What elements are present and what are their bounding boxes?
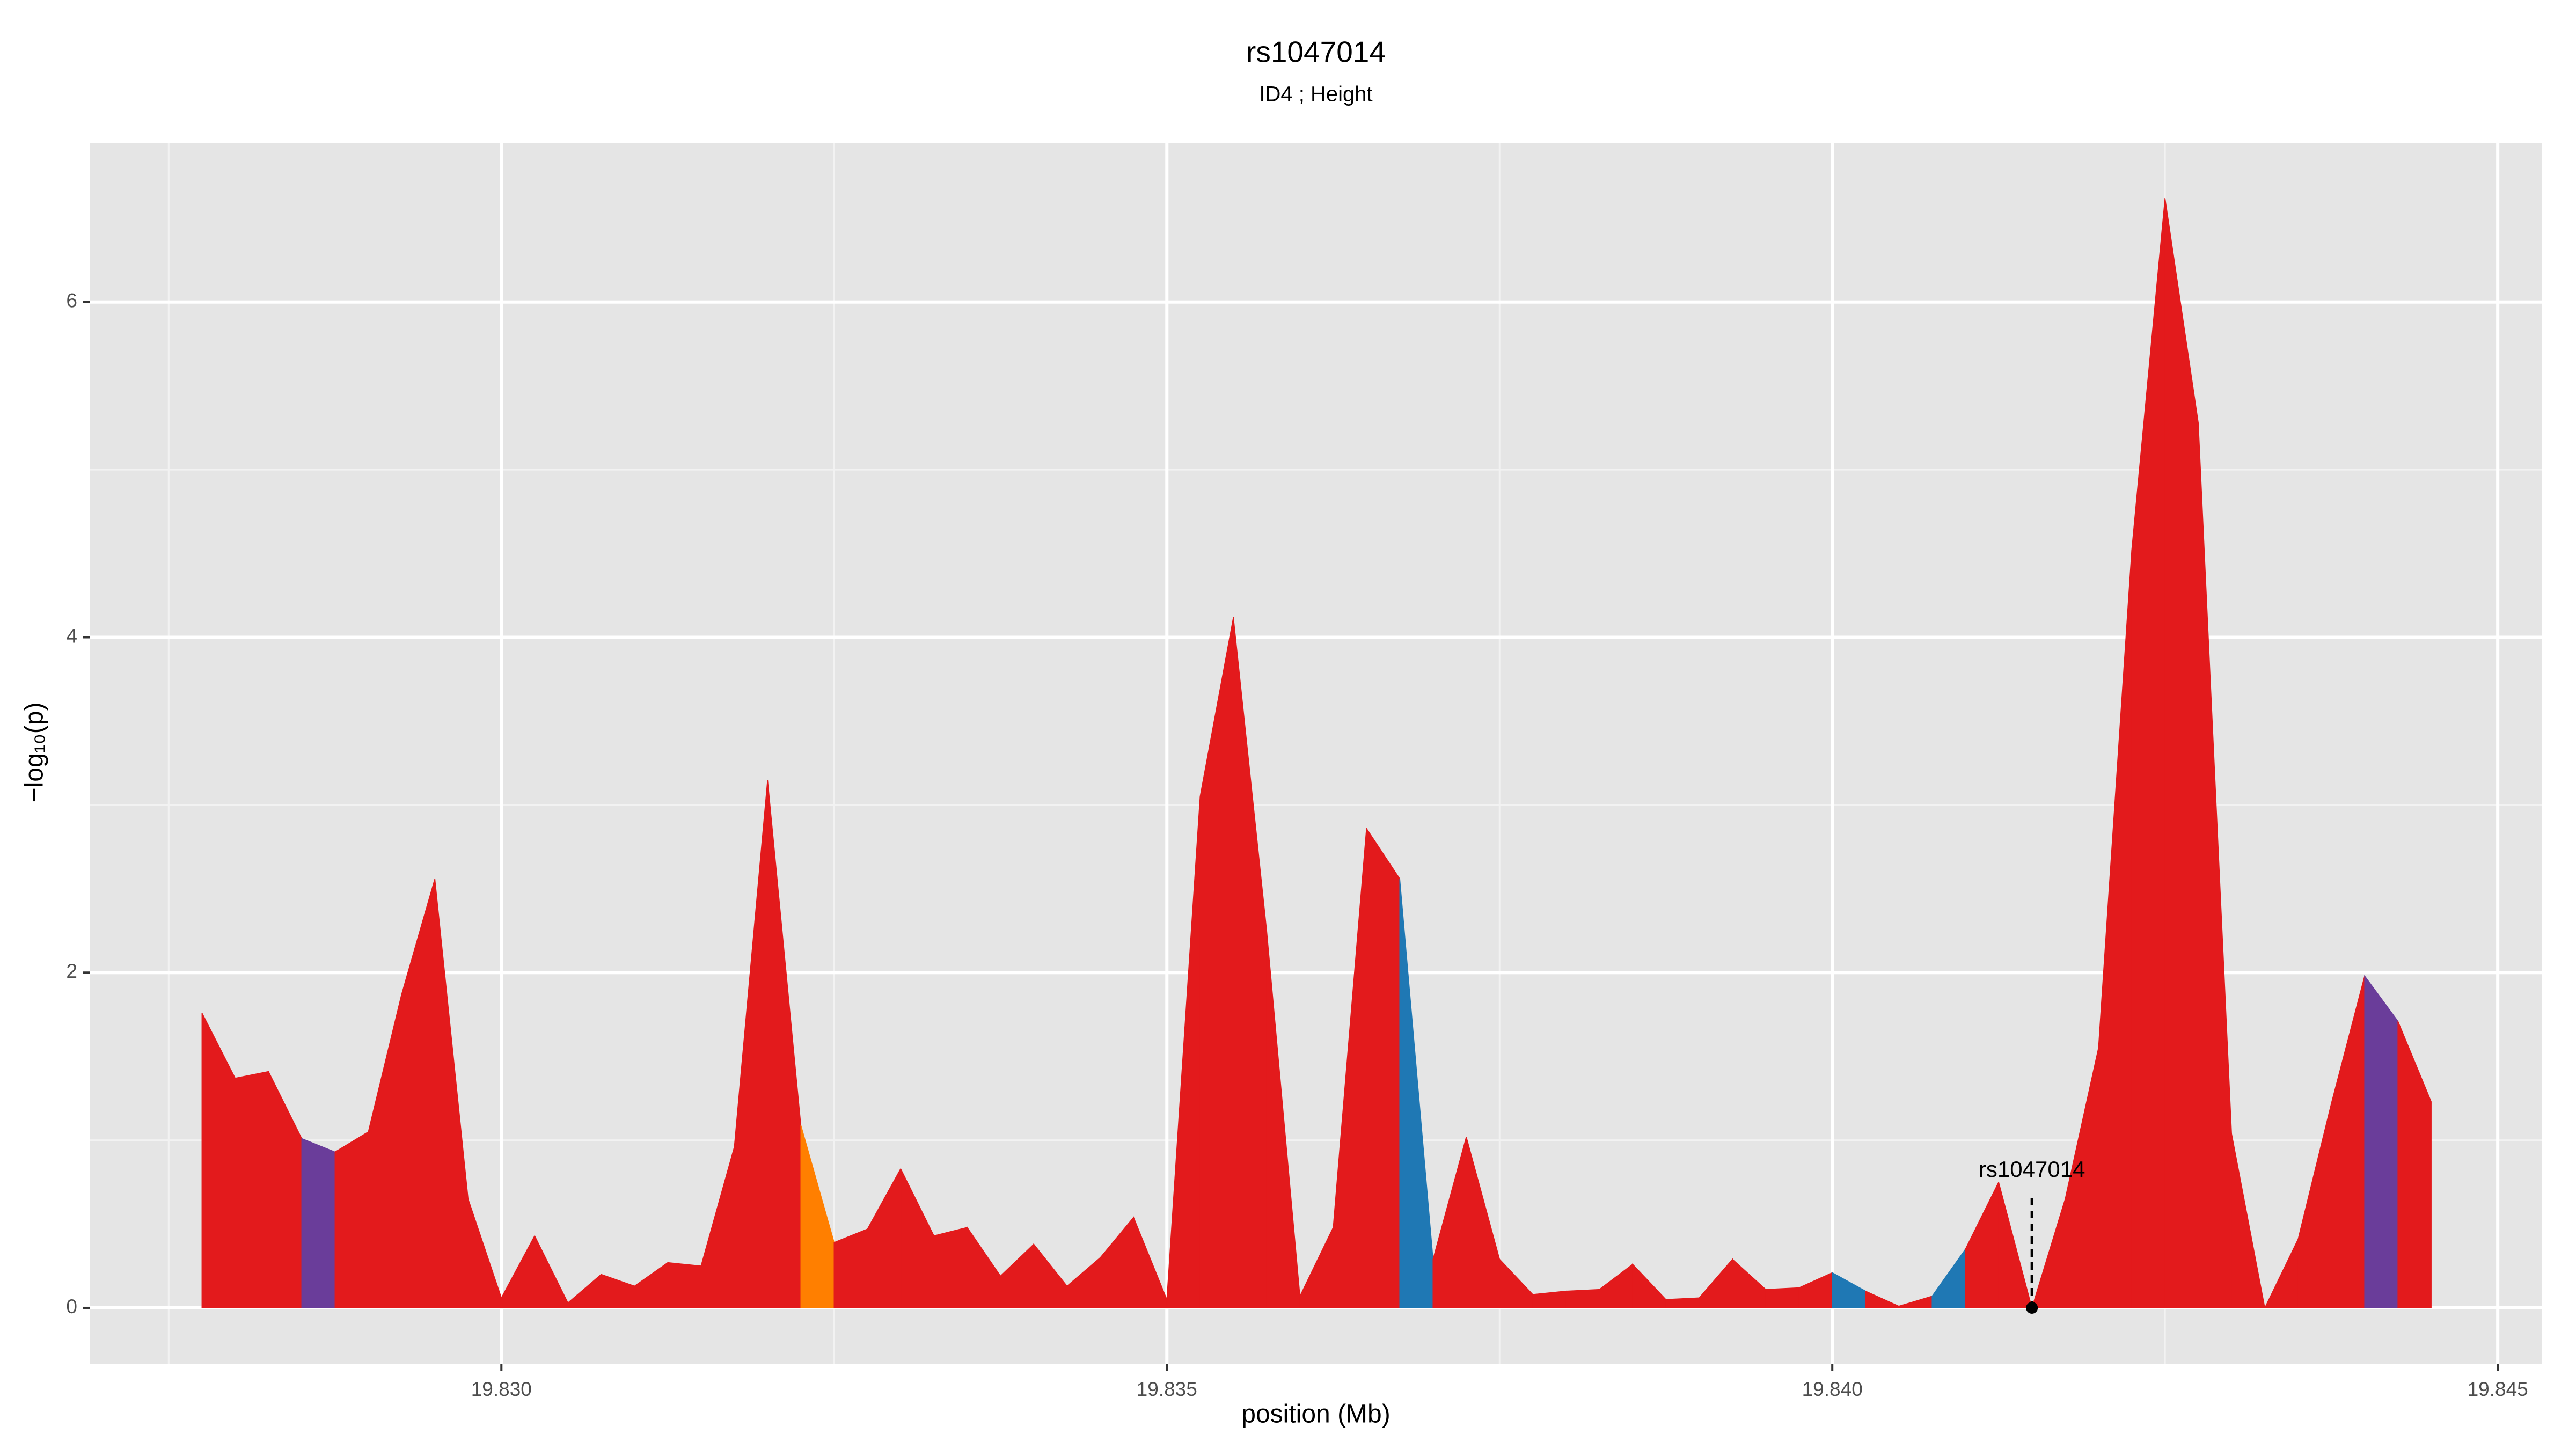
y-tick-label: 2 bbox=[66, 960, 77, 982]
y-tick-label: 6 bbox=[66, 290, 77, 312]
area-segment bbox=[1532, 1290, 1567, 1308]
area-segment bbox=[933, 1227, 968, 1308]
area-segment bbox=[1765, 1287, 1799, 1308]
area-segment bbox=[235, 1071, 269, 1308]
area-segment bbox=[301, 1138, 336, 1308]
x-tick-label: 19.840 bbox=[1802, 1378, 1863, 1400]
area-segment bbox=[1665, 1297, 1700, 1308]
chart-title: rs1047014 bbox=[1246, 35, 1386, 69]
x-tick-label: 19.845 bbox=[2468, 1378, 2528, 1400]
x-tick-label: 19.830 bbox=[471, 1378, 532, 1400]
x-axis-title: position (Mb) bbox=[1241, 1400, 1390, 1429]
area-segment bbox=[1565, 1289, 1600, 1308]
annotation-point bbox=[2026, 1301, 2038, 1314]
area-segment bbox=[2231, 1133, 2266, 1308]
annotation-label: rs1047014 bbox=[1979, 1157, 2085, 1182]
chart-subtitle: ID4 ; Height bbox=[1259, 83, 1372, 106]
area-segment bbox=[1366, 827, 1400, 1308]
y-axis-title: −log₁₀(p) bbox=[20, 702, 49, 803]
y-tick-label: 0 bbox=[66, 1296, 77, 1318]
area-segment bbox=[2397, 1021, 2432, 1308]
area-segment bbox=[833, 1228, 868, 1308]
area-segment bbox=[667, 1262, 702, 1308]
y-tick-label: 4 bbox=[66, 625, 77, 647]
area-segment bbox=[2364, 975, 2398, 1308]
x-tick-label: 19.835 bbox=[1137, 1378, 1197, 1400]
area-segment bbox=[1998, 1182, 2033, 1308]
area-segment bbox=[334, 1131, 369, 1308]
